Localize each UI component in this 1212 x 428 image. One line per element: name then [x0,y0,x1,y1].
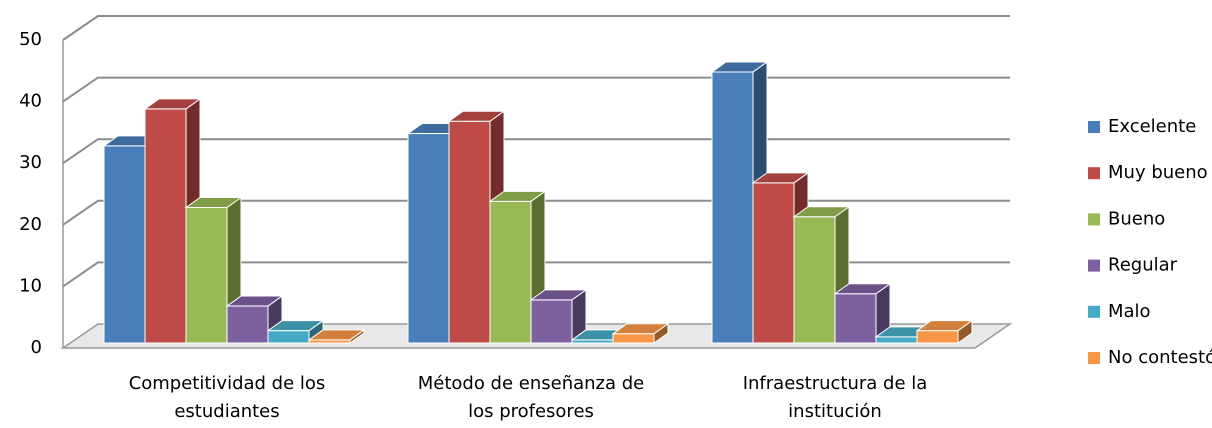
bar [915,319,974,344]
x-tick-label: Método de enseñanza de los profesores [418,373,645,422]
bar-front [267,330,310,344]
grid-line [62,199,1010,226]
bar-top [915,320,974,332]
bar-front [448,120,491,344]
legend-swatch [1088,213,1100,226]
bar-front [875,336,918,344]
bar [307,328,366,344]
legend-swatch [1088,259,1100,272]
legend-swatch [1088,352,1100,364]
legend-label: Excelente [1108,116,1196,137]
bar-front [916,330,959,344]
bar-top [266,320,325,332]
legend-label: Bueno [1108,208,1165,229]
bar-top [710,61,769,73]
bar [833,282,892,344]
bar-top [447,110,506,122]
grid-line [62,138,1010,165]
y-tick-label: 40 [19,91,42,112]
x-tick-label: Infraestructura de la institución [743,373,928,422]
legend-label: No contestó [1108,347,1212,368]
y-tick-label: 20 [19,214,42,235]
legend-label: Regular [1108,255,1178,276]
bar-top [488,190,547,202]
bar-top [307,329,366,341]
bar-front [793,216,836,344]
bar [529,288,588,344]
bar-front [144,108,187,344]
bar-front [489,200,532,344]
bar-top [529,289,588,301]
legend-label: Malo [1108,301,1151,322]
y-tick-label: 10 [19,275,42,296]
bar-front [407,133,450,344]
bar-top [225,295,284,307]
bar-top [143,98,202,110]
bar-front [226,305,269,344]
y-tick-label: 50 [19,29,42,50]
bar-front [612,333,655,344]
bar [611,322,670,344]
legend-label: Muy bueno [1108,162,1208,183]
bar-front [752,182,795,344]
bar-front [530,299,573,344]
grid-line [62,76,1010,103]
bar-front [103,145,146,344]
bar-front [185,206,228,344]
legend-swatch [1088,167,1100,180]
bar-front [711,71,754,344]
grid-line [62,261,1010,288]
legend-swatch [1088,121,1100,133]
x-tick-label: Competitividad de los estudiantes [129,373,326,422]
y-tick-label: 30 [19,152,42,173]
bar-top [611,323,670,335]
bar-top [184,196,243,208]
y-tick-label: 0 [31,337,42,358]
bar-top [751,172,810,184]
bar-top [833,283,892,295]
grid-line [62,15,1010,41]
bar [225,295,284,344]
legend-swatch [1088,305,1100,318]
bar-front [834,293,877,344]
bar-top [792,206,851,218]
